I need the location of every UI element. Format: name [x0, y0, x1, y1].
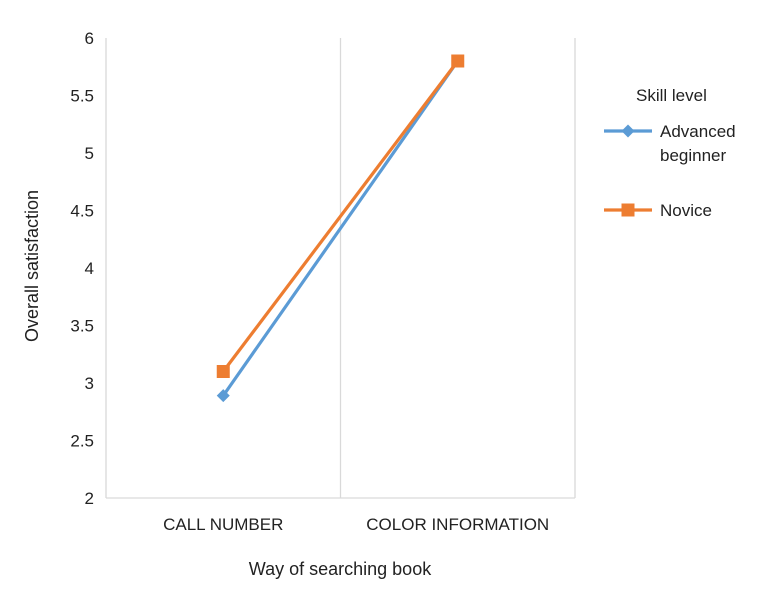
y-tick-label: 3 — [85, 374, 94, 393]
y-axis-title: Overall satisfaction — [22, 190, 42, 342]
legend-marker — [621, 124, 635, 138]
y-tick-label: 4 — [85, 259, 94, 278]
y-tick-label: 5.5 — [70, 87, 94, 106]
series-layer — [216, 54, 465, 403]
plot-frame — [105, 38, 576, 499]
data-point — [451, 54, 465, 68]
y-tick-label: 2.5 — [70, 432, 94, 451]
series-2 — [216, 54, 465, 378]
series-line — [221, 60, 460, 373]
legend-marker — [621, 203, 635, 217]
x-tick-label: COLOR INFORMATION — [366, 515, 549, 534]
legend-entry: Novice — [604, 201, 712, 220]
y-tick-label: 4.5 — [70, 202, 94, 221]
legend-label: beginner — [660, 146, 727, 165]
series-line — [221, 60, 460, 397]
data-point — [216, 365, 230, 378]
legend: Skill level Advanced beginner Novice — [604, 86, 736, 220]
legend-title: Skill level — [636, 86, 707, 105]
y-tick-label: 6 — [85, 29, 94, 48]
legend-label: Novice — [660, 201, 712, 220]
y-tick-label: 2 — [85, 489, 94, 508]
y-tick-label: 5 — [85, 144, 94, 163]
y-tick-label: 3.5 — [70, 317, 94, 336]
data-point — [216, 389, 230, 403]
x-tick-label: CALL NUMBER — [163, 515, 283, 534]
x-axis-ticks: CALL NUMBER COLOR INFORMATION — [163, 515, 549, 534]
legend-label: Advanced — [660, 122, 736, 141]
y-axis-ticks: 2 2.5 3 3.5 4 4.5 5 5.5 6 — [70, 29, 94, 508]
x-axis-title: Way of searching book — [249, 559, 432, 579]
legend-entry: Advanced beginner — [604, 122, 736, 165]
